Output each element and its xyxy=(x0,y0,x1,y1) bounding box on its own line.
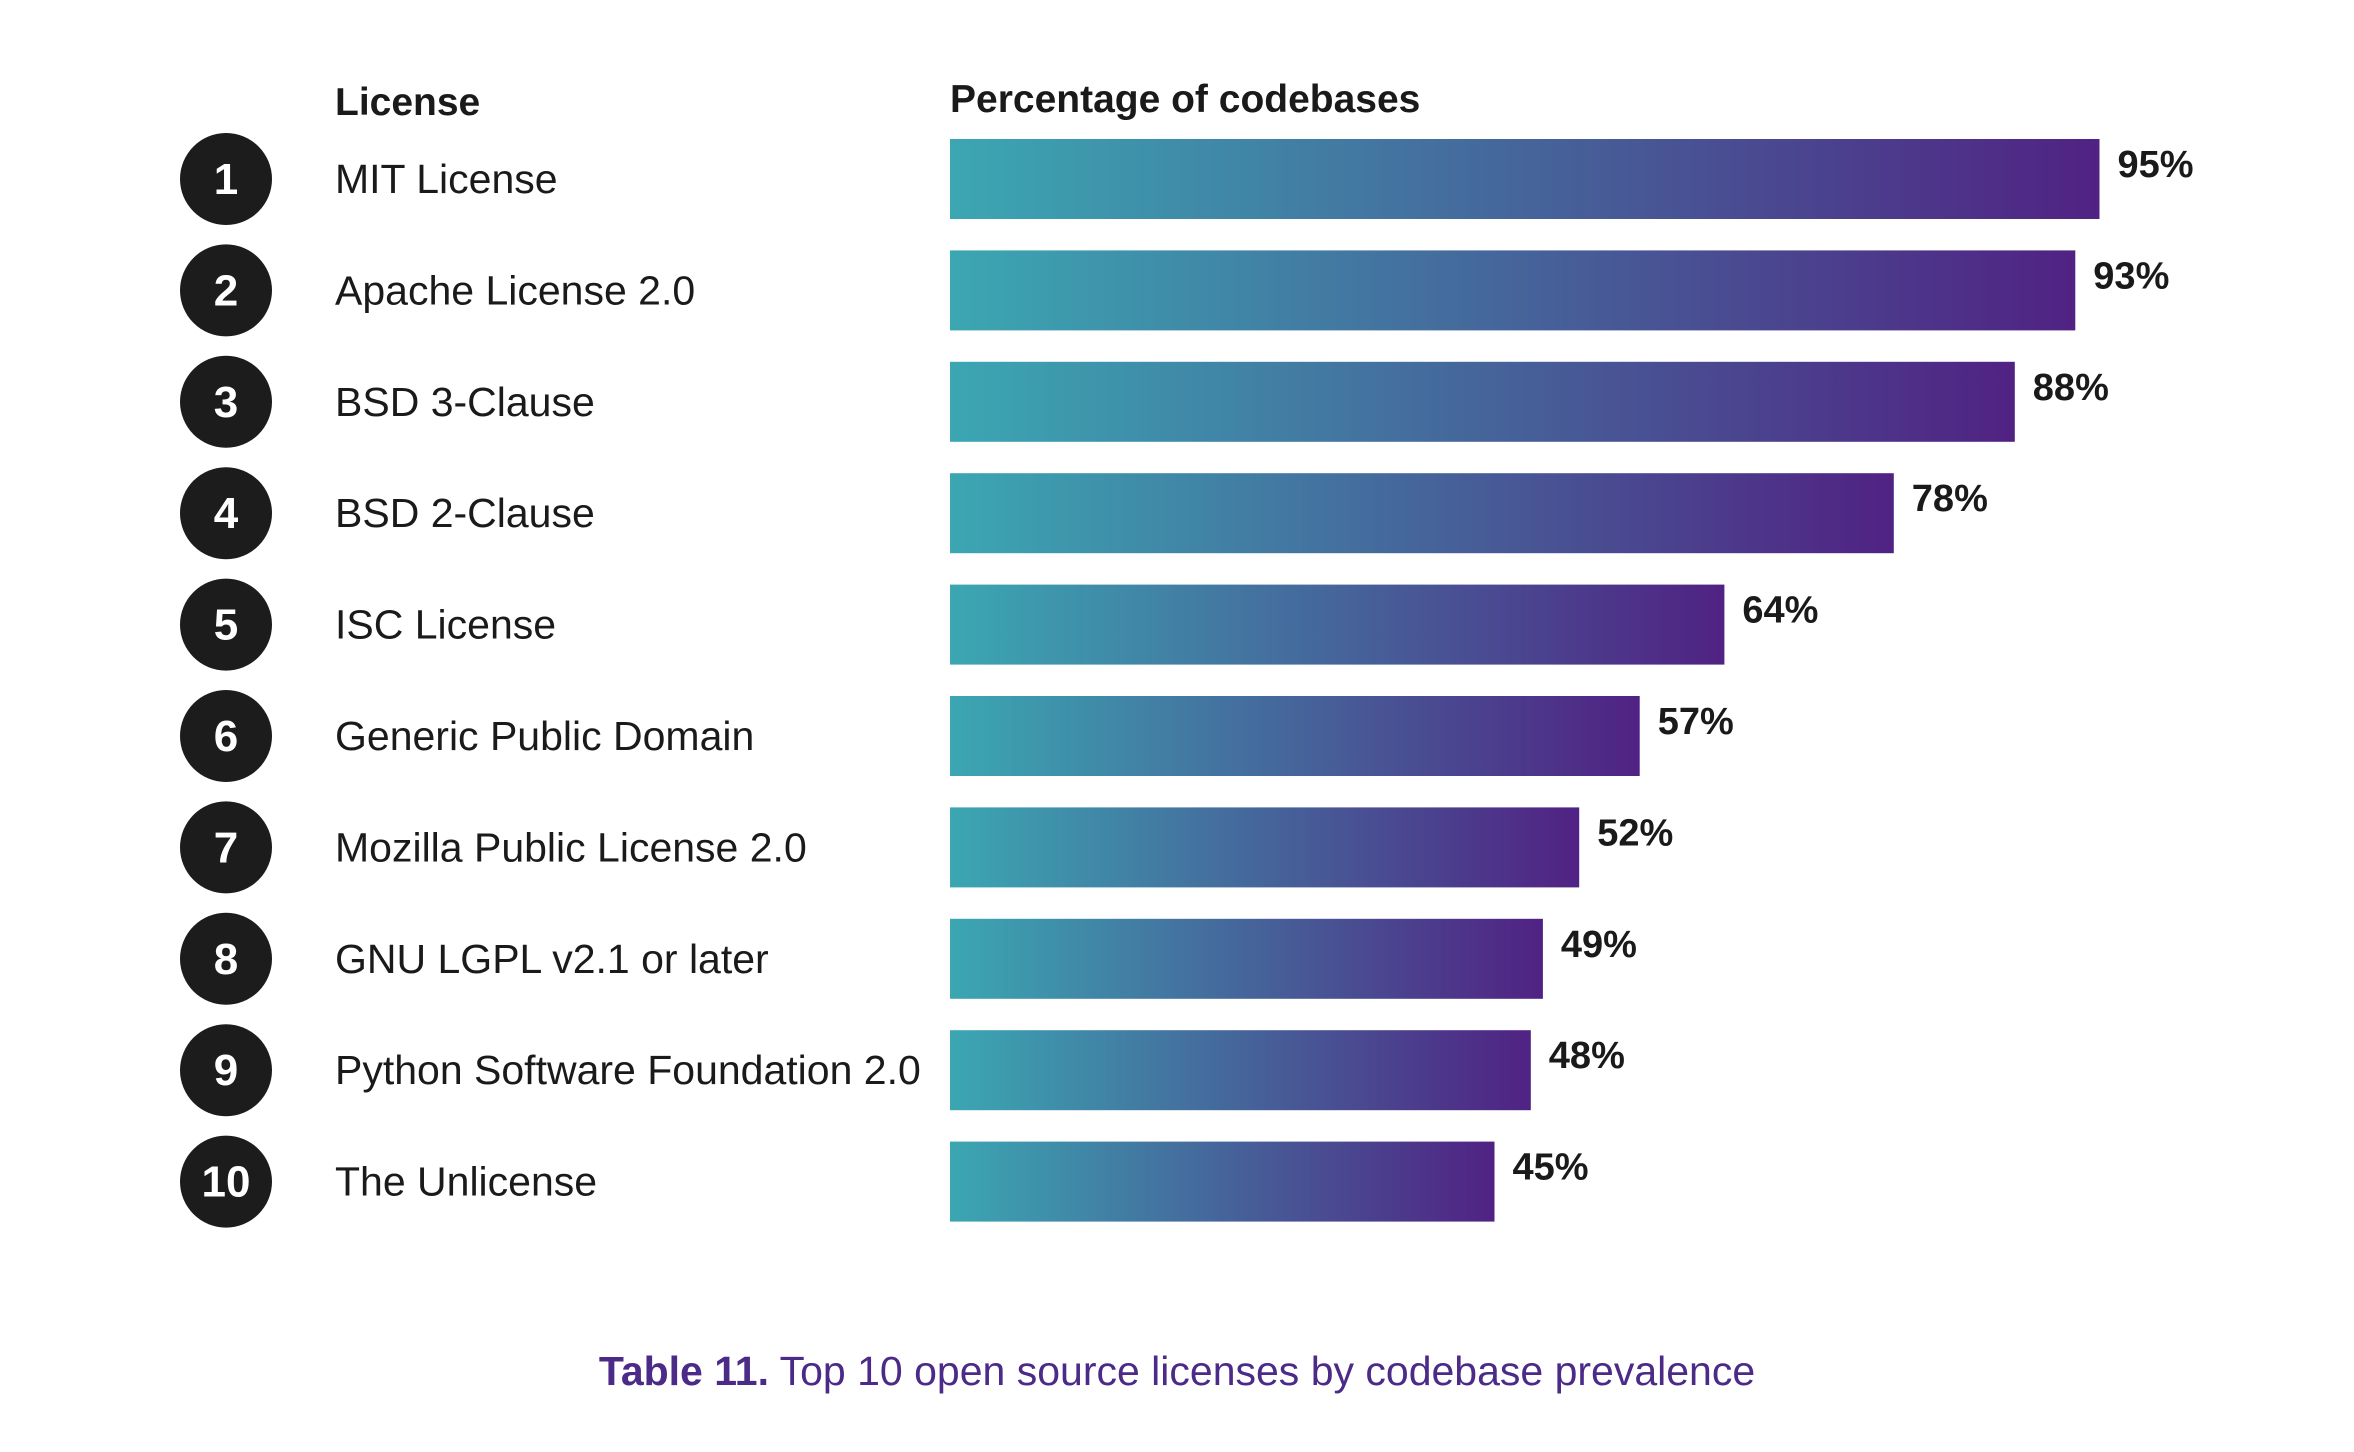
rank-number: 8 xyxy=(214,935,238,984)
percentage-column-header: Percentage of codebases xyxy=(950,78,1420,121)
rank-badge xyxy=(180,467,272,560)
license-label: Apache License 2.0 xyxy=(335,267,695,313)
rank-number: 3 xyxy=(214,378,238,427)
chart-row: 8 GNU LGPL v2.1 or later 49% xyxy=(180,912,1637,1005)
bar xyxy=(950,807,1580,888)
license-label: Mozilla Public License 2.0 xyxy=(335,824,807,870)
chart-caption: Table 11. Top 10 open source licenses by… xyxy=(0,1348,2354,1395)
license-label: MIT License xyxy=(335,156,558,202)
chart-row: 5 ISC License 64% xyxy=(180,578,1818,671)
rank-number: 1 xyxy=(214,155,238,204)
rank-number: 7 xyxy=(214,823,238,872)
rank-badge xyxy=(180,133,272,225)
license-column-header: License xyxy=(335,81,480,124)
license-label: The Unlicense xyxy=(335,1159,597,1205)
value-label: 93% xyxy=(2093,255,2169,297)
rank-badge xyxy=(180,690,272,782)
rank-number: 5 xyxy=(214,601,238,650)
caption-table-number: Table 11. xyxy=(598,1348,769,1394)
caption-text: Top 10 open source licenses by codebase … xyxy=(768,1348,1756,1394)
chart-row: 1 MIT License 95% xyxy=(180,133,2194,225)
chart-row: 9 Python Software Foundation 2.0 48% xyxy=(180,1024,1625,1117)
bar xyxy=(950,250,2076,331)
chart-row: 3 BSD 3-Clause 88% xyxy=(180,355,2109,448)
license-label: ISC License xyxy=(335,602,556,648)
bar xyxy=(950,1141,1495,1222)
value-label: 57% xyxy=(1658,701,1734,743)
license-label: GNU LGPL v2.1 or later xyxy=(335,936,769,982)
rank-badge xyxy=(180,912,272,1005)
chart-row: 10 The Unlicense 45% xyxy=(180,1135,1589,1228)
license-label: BSD 3-Clause xyxy=(335,379,595,425)
bar xyxy=(950,696,1640,776)
bar xyxy=(950,1030,1531,1111)
chart-rows: 1 MIT License 95% 2 Apache License 2.0 93% 3 BS… xyxy=(180,133,2194,1228)
license-label: Generic Public Domain xyxy=(335,713,754,759)
chart-row: 7 Mozilla Public License 2.0 52% xyxy=(180,801,1673,894)
rank-number: 6 xyxy=(214,712,238,761)
rank-number: 2 xyxy=(214,266,238,315)
rank-badge xyxy=(180,244,272,337)
bar xyxy=(950,918,1543,999)
chart-row: 6 Generic Public Domain 57% xyxy=(180,690,1734,782)
value-label: 52% xyxy=(1597,812,1673,854)
value-label: 45% xyxy=(1513,1147,1589,1189)
value-label: 88% xyxy=(2033,367,2109,409)
value-label: 49% xyxy=(1561,924,1637,966)
license-label: Python Software Foundation 2.0 xyxy=(335,1047,921,1093)
rank-number: 10 xyxy=(202,1158,251,1207)
rank-badge xyxy=(180,1135,272,1228)
chart-row: 2 Apache License 2.0 93% xyxy=(180,244,2169,337)
rank-badge xyxy=(180,801,272,894)
license-label: BSD 2-Clause xyxy=(335,490,595,536)
rank-badge xyxy=(180,355,272,448)
rank-badge xyxy=(180,1024,272,1117)
value-label: 95% xyxy=(2118,144,2194,186)
value-label: 78% xyxy=(1912,478,1988,520)
value-label: 64% xyxy=(1742,590,1818,632)
rank-number: 9 xyxy=(214,1046,238,1095)
bar xyxy=(950,584,1725,665)
value-label: 48% xyxy=(1549,1035,1625,1077)
bar xyxy=(950,139,2100,219)
bar xyxy=(950,361,2015,442)
chart-row: 4 BSD 2-Clause 78% xyxy=(180,467,1988,560)
bar xyxy=(950,473,1894,554)
rank-number: 4 xyxy=(214,489,239,538)
rank-badge xyxy=(180,578,272,671)
